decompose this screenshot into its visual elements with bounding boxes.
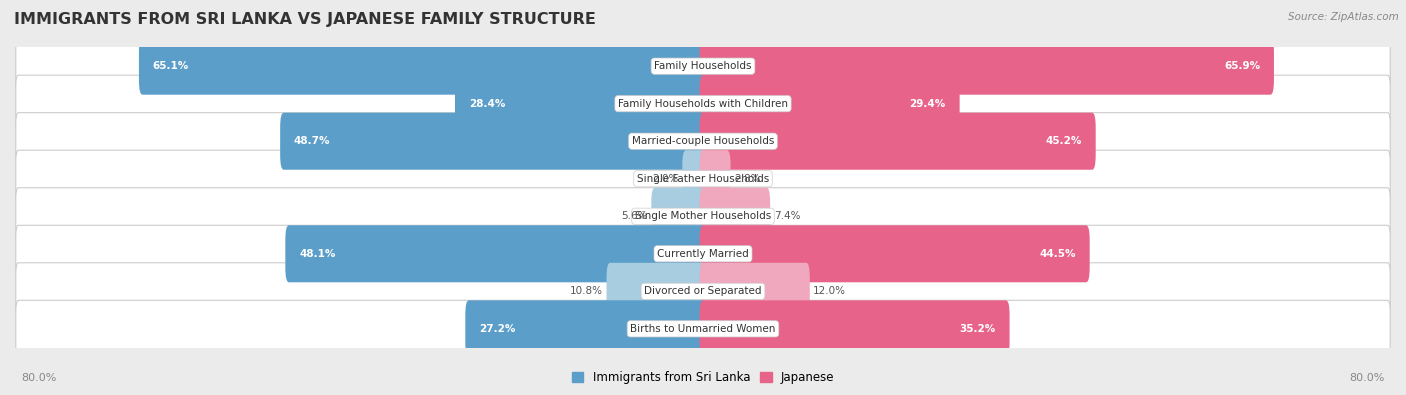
Text: 80.0%: 80.0% [1350, 373, 1385, 383]
Text: 45.2%: 45.2% [1046, 136, 1083, 146]
Text: Single Mother Households: Single Mother Households [636, 211, 770, 221]
FancyBboxPatch shape [15, 300, 1391, 357]
FancyBboxPatch shape [280, 113, 706, 170]
FancyBboxPatch shape [682, 150, 706, 207]
FancyBboxPatch shape [15, 225, 1391, 282]
Text: 65.9%: 65.9% [1225, 61, 1260, 71]
Text: Family Households with Children: Family Households with Children [619, 99, 787, 109]
FancyBboxPatch shape [700, 263, 810, 320]
Text: Family Households: Family Households [654, 61, 752, 71]
FancyBboxPatch shape [15, 75, 1391, 132]
Legend: Immigrants from Sri Lanka, Japanese: Immigrants from Sri Lanka, Japanese [571, 371, 835, 384]
FancyBboxPatch shape [651, 188, 706, 245]
FancyBboxPatch shape [465, 300, 706, 357]
FancyBboxPatch shape [700, 75, 960, 132]
Text: 10.8%: 10.8% [569, 286, 603, 296]
Text: 35.2%: 35.2% [959, 324, 995, 334]
FancyBboxPatch shape [606, 263, 706, 320]
Text: 28.4%: 28.4% [468, 99, 505, 109]
FancyBboxPatch shape [700, 300, 1010, 357]
FancyBboxPatch shape [15, 263, 1391, 320]
FancyBboxPatch shape [15, 38, 1391, 95]
Text: Single Father Households: Single Father Households [637, 174, 769, 184]
FancyBboxPatch shape [139, 38, 706, 95]
FancyBboxPatch shape [700, 188, 770, 245]
FancyBboxPatch shape [700, 150, 731, 207]
FancyBboxPatch shape [700, 113, 1095, 170]
Text: Births to Unmarried Women: Births to Unmarried Women [630, 324, 776, 334]
FancyBboxPatch shape [15, 113, 1391, 170]
Text: 12.0%: 12.0% [813, 286, 846, 296]
FancyBboxPatch shape [456, 75, 706, 132]
FancyBboxPatch shape [15, 150, 1391, 207]
Text: Source: ZipAtlas.com: Source: ZipAtlas.com [1288, 12, 1399, 22]
Text: Married-couple Households: Married-couple Households [631, 136, 775, 146]
FancyBboxPatch shape [700, 225, 1090, 282]
Text: 44.5%: 44.5% [1039, 249, 1076, 259]
Text: 29.4%: 29.4% [910, 99, 946, 109]
Text: 2.8%: 2.8% [734, 174, 761, 184]
FancyBboxPatch shape [15, 188, 1391, 245]
Text: 2.0%: 2.0% [652, 174, 679, 184]
Text: 7.4%: 7.4% [773, 211, 800, 221]
FancyBboxPatch shape [285, 225, 706, 282]
Text: Currently Married: Currently Married [657, 249, 749, 259]
Text: IMMIGRANTS FROM SRI LANKA VS JAPANESE FAMILY STRUCTURE: IMMIGRANTS FROM SRI LANKA VS JAPANESE FA… [14, 12, 596, 27]
FancyBboxPatch shape [700, 38, 1274, 95]
Text: Divorced or Separated: Divorced or Separated [644, 286, 762, 296]
Text: 27.2%: 27.2% [479, 324, 516, 334]
Text: 48.7%: 48.7% [294, 136, 330, 146]
Text: 65.1%: 65.1% [153, 61, 188, 71]
Text: 5.6%: 5.6% [621, 211, 648, 221]
Text: 80.0%: 80.0% [21, 373, 56, 383]
Text: 48.1%: 48.1% [299, 249, 336, 259]
